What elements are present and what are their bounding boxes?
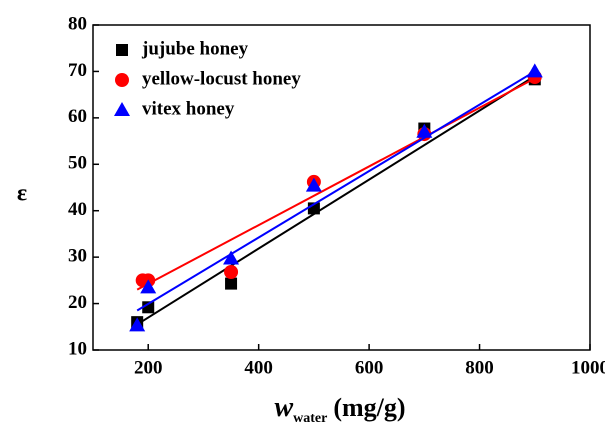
data-point (225, 277, 238, 290)
data-point (140, 279, 157, 294)
x-label-symbol: w (274, 392, 293, 423)
x-axis-label: wwater (mg/g) (274, 392, 405, 426)
data-point (416, 123, 433, 138)
x-tick-label: 600 (355, 357, 384, 378)
legend-marker (114, 102, 130, 116)
data-point (526, 63, 543, 78)
fit-line (136, 75, 536, 326)
y-tick-label: 30 (68, 246, 87, 267)
data-point (224, 265, 239, 279)
legend-label: vitex honey (142, 98, 235, 119)
y-tick-label: 40 (68, 199, 87, 220)
fit-line (136, 77, 536, 291)
y-tick-label: 10 (68, 338, 87, 359)
data-point (142, 301, 155, 314)
data-point (129, 317, 146, 332)
plot-frame (92, 24, 591, 351)
legend-marker (115, 73, 129, 87)
x-tick-label: 400 (244, 357, 273, 378)
y-axis-label: ε (17, 181, 27, 207)
data-point (223, 250, 240, 265)
legend-label: jujube honey (141, 38, 249, 59)
y-tick-label: 70 (68, 60, 87, 81)
data-point (305, 177, 322, 192)
y-tick-label: 60 (68, 106, 87, 127)
x-label-subscript: water (293, 411, 327, 426)
legend-label: yellow-locust honey (142, 68, 301, 89)
x-tick-label: 1000 (571, 357, 605, 378)
x-label-unit: (mg/g) (333, 393, 405, 422)
y-tick-label: 50 (68, 153, 87, 174)
fit-line (136, 70, 536, 312)
y-tick-label: 20 (68, 292, 87, 313)
x-tick-label: 200 (134, 357, 163, 378)
y-tick-label: 80 (68, 13, 87, 34)
x-tick-label: 800 (465, 357, 494, 378)
legend-marker (116, 44, 128, 56)
